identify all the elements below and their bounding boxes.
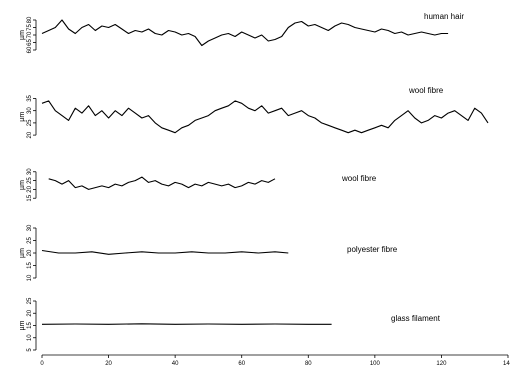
panel-4-y-tick-label: 20 [27,249,33,256]
panel-5-y-tick-label: 5 [27,348,33,352]
panel-3-y-tick-label: 30 [27,168,33,175]
series-line-3 [48,176,276,190]
panel-3-y-axis-label: µm [19,180,26,190]
x-tick-label: 80 [305,361,312,367]
panel-1-y-axis-label: µm [19,30,26,40]
panel-4-y-tick-label: 25 [27,237,33,244]
x-tick-label: 100 [370,361,381,367]
panel-4-y-tick-label: 30 [27,224,33,231]
x-tick-label: 140 [503,361,510,367]
panel-1-y-tick-label: 70 [27,31,33,38]
series-label-3: wool fibre [341,174,377,183]
panel-2-y-axis-label: µm [19,112,26,122]
panel-1-y-tick-label: 80 [27,16,33,23]
panel-3-y-tick-label: 15 [27,194,33,201]
panel-5-y-tick-label: 10 [27,334,33,341]
panel-2-y-tick-label: 25 [27,119,33,126]
panel-1-y-tick-label: 65 [27,39,33,46]
x-tick-label: 60 [238,361,245,367]
panel-3-y-tick-label: 20 [27,185,33,192]
x-tick-label: 20 [105,361,112,367]
panel-5-y-axis-label: µm [19,320,26,330]
series-line-2 [41,100,489,134]
series-label-5: glass filament [391,314,441,323]
series-line-1 [41,19,449,47]
panel-5-y-tick-label: 25 [27,297,33,304]
panel-4-y-tick-label: 10 [27,274,33,281]
panel-1-y-tick-label: 60 [27,46,33,53]
panel-4-y-axis-label: µm [19,248,26,258]
series-line-4 [41,249,289,255]
panel-3-y-tick-label: 25 [27,177,33,184]
panel-2-y-tick-label: 35 [27,94,33,101]
x-tick-label: 0 [40,361,44,367]
panel-1-y-tick-label: 75 [27,24,33,31]
panel-5-y-tick-label: 15 [27,322,33,329]
panel-2-y-tick-label: 20 [27,131,33,138]
series-label-2: wool fibre [408,86,444,95]
series-line-5 [41,323,332,325]
series-label-1: human hair [424,12,464,21]
panel-2-y-tick-label: 30 [27,107,33,114]
series-label-4: polyester fibre [347,245,398,254]
x-tick-label: 40 [172,361,179,367]
panel-4-y-tick-label: 15 [27,262,33,269]
x-tick-label: 120 [436,361,447,367]
panel-5-y-tick-label: 20 [27,309,33,316]
